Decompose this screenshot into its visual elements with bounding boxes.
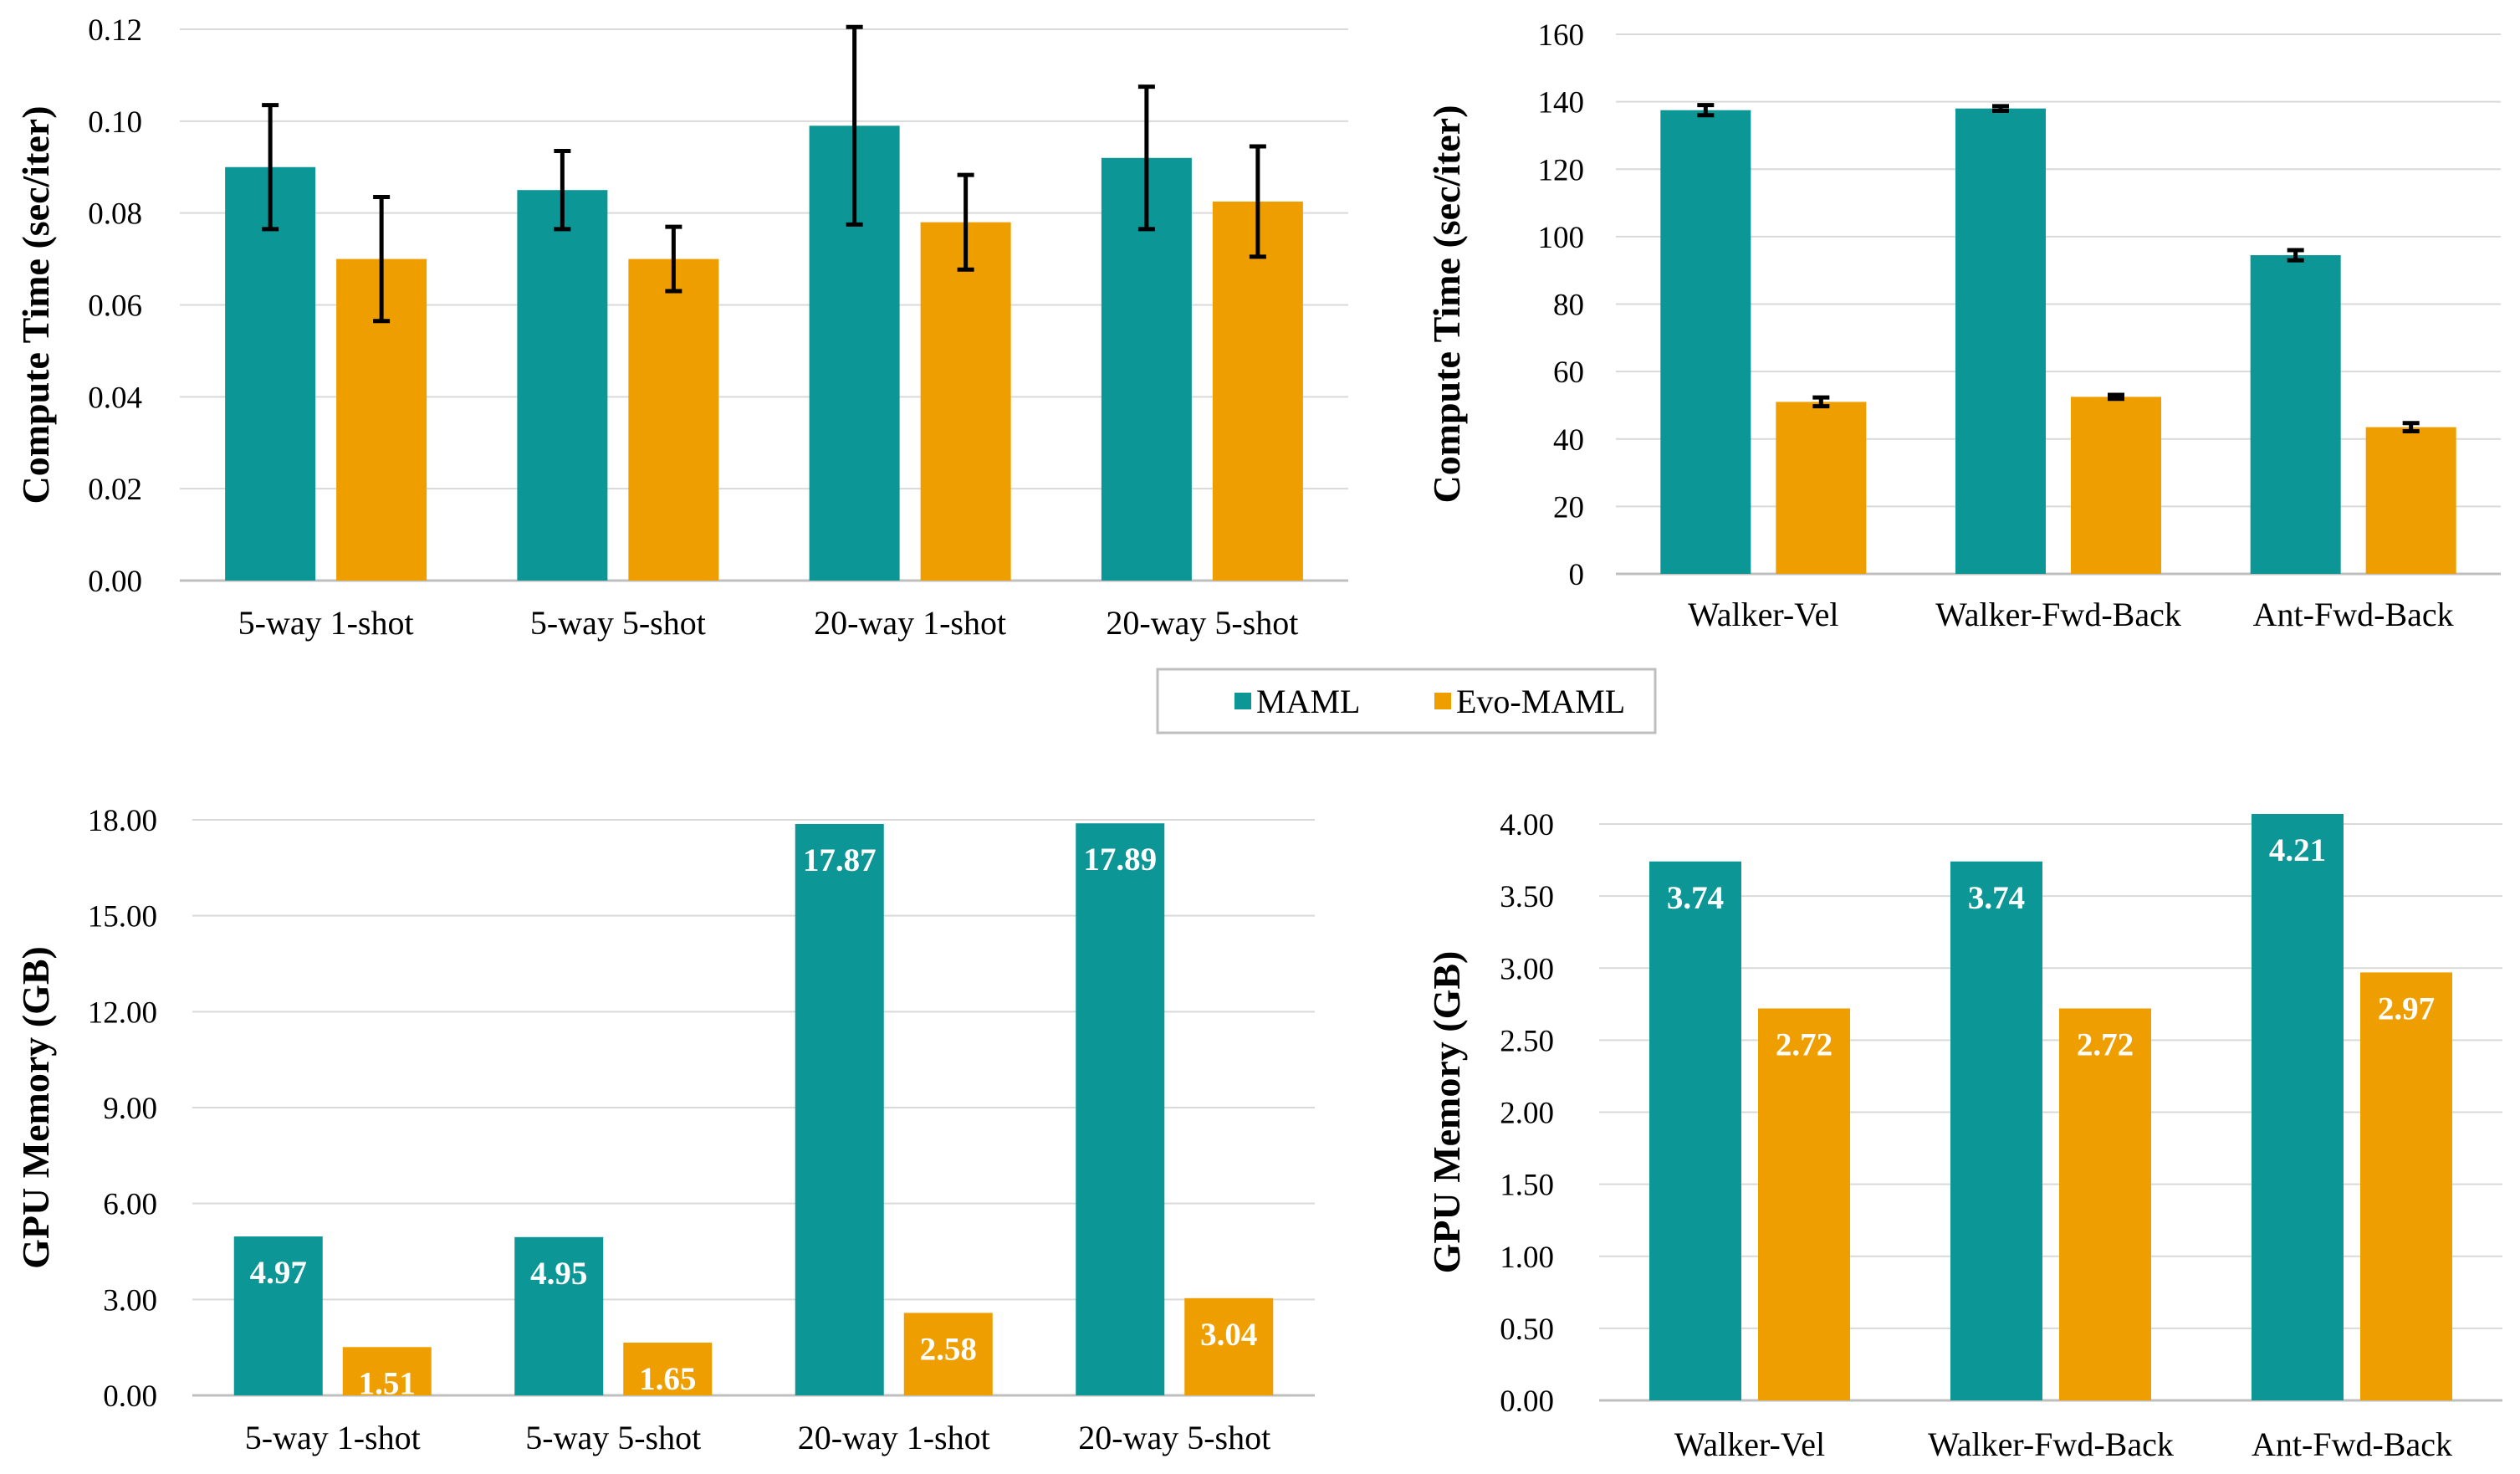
category-label: Walker-Vel: [1674, 1425, 1825, 1463]
y-tick-label: 120: [1538, 153, 1585, 187]
y-tick-label: 4.00: [1500, 808, 1554, 842]
category-label: Ant-Fwd-Back: [2253, 596, 2454, 633]
y-tick-label: 1.50: [1500, 1169, 1554, 1203]
y-tick-label: 0.00: [88, 565, 142, 599]
legend-swatch-maml: [1234, 693, 1251, 709]
bar-evo-maml: [2071, 397, 2161, 574]
data-label: 4.97: [250, 1255, 307, 1291]
chart-memory-rl: 0.00 0.50 1.00 1.50 2.00 2.50 3.00 3.50 4.00 GPU …: [1425, 808, 2502, 1463]
category-label: 5-way 1-shot: [245, 1419, 421, 1456]
y-axis-label: GPU Memory (GB): [1425, 951, 1468, 1274]
y-tick-label: 3.00: [1500, 952, 1554, 986]
data-label: 3.74: [1667, 880, 1724, 916]
bar-evo-maml: [623, 1342, 713, 1395]
bar-evo-maml: [903, 1313, 993, 1395]
category-label: 5-way 1-shot: [238, 604, 414, 642]
bar-maml: [1660, 110, 1751, 574]
category-label: Walker-Fwd-Back: [1928, 1425, 2174, 1463]
bar-maml: [1955, 108, 2046, 574]
y-tick-label: 100: [1538, 221, 1585, 255]
bar-evo-maml: [1184, 1297, 1274, 1395]
y-tick-label: 140: [1538, 86, 1585, 120]
data-label: 4.21: [2269, 832, 2326, 868]
y-tick-label: 20: [1553, 490, 1584, 525]
data-label: 3.04: [1200, 1317, 1257, 1353]
y-tick-label: 15.00: [88, 900, 157, 934]
chart-compute-classification: 0.00 0.02 0.04 0.06 0.08 0.10 0.12 Compute Time…: [14, 13, 1348, 642]
legend-swatch-evo-maml: [1434, 693, 1451, 709]
y-tick-label: 0.08: [88, 197, 142, 232]
y-tick-label: 160: [1538, 18, 1585, 53]
y-tick-label: 12.00: [88, 995, 157, 1030]
category-label: 20-way 5-shot: [1078, 1419, 1270, 1456]
category-label: 5-way 5-shot: [525, 1419, 701, 1456]
y-tick-label: 0.00: [103, 1379, 157, 1414]
bar-maml: [2250, 255, 2341, 574]
data-label: 2.72: [2077, 1026, 2134, 1062]
y-tick-label: 80: [1553, 289, 1584, 323]
y-axis-label: Compute Time (sec/iter): [1425, 105, 1468, 503]
y-tick-label: 1.00: [1500, 1241, 1554, 1275]
y-tick-label: 0: [1569, 558, 1585, 592]
y-tick-label: 9.00: [103, 1092, 157, 1126]
bar-maml: [233, 1236, 323, 1395]
bar-evo-maml: [2365, 427, 2456, 574]
bar-maml: [795, 823, 884, 1395]
data-label: 3.74: [1968, 880, 2025, 916]
bar-evo-maml: [2059, 1008, 2151, 1400]
data-label: 17.87: [803, 842, 877, 878]
y-tick-label: 18.00: [88, 804, 157, 838]
bar-evo-maml: [1758, 1008, 1850, 1400]
bar-maml: [1950, 861, 2042, 1400]
y-tick-label: 0.00: [1500, 1384, 1554, 1419]
y-tick-label: 60: [1553, 356, 1584, 390]
category-label: 5-way 5-shot: [530, 604, 706, 642]
chart-compute-rl: 0 20 40 60 80 100 120 140 160 Compute Time (sec/i…: [1425, 18, 2501, 633]
data-label: 1.65: [639, 1361, 696, 1397]
bar-evo-maml: [1776, 402, 1867, 574]
bar-evo-maml: [1212, 201, 1303, 581]
category-label: 20-way 1-shot: [814, 604, 1006, 642]
category-label: 20-way 5-shot: [1106, 604, 1298, 642]
data-label: 1.51: [359, 1365, 416, 1401]
bar-evo-maml: [920, 222, 1011, 581]
bar-maml: [1649, 861, 1741, 1400]
y-tick-label: 40: [1553, 423, 1584, 458]
bar-evo-maml: [2360, 972, 2452, 1400]
y-axis-label: GPU Memory (GB): [14, 946, 57, 1269]
bar-maml: [2252, 814, 2344, 1400]
bar-evo-maml: [342, 1347, 432, 1395]
category-label: Walker-Fwd-Back: [1935, 596, 2181, 633]
y-tick-label: 0.50: [1500, 1313, 1554, 1347]
data-label: 2.97: [2378, 990, 2435, 1026]
y-axis-label: Compute Time (sec/iter): [14, 105, 57, 504]
y-tick-label: 0.02: [88, 473, 142, 507]
data-label: 4.95: [530, 1256, 587, 1292]
y-tick-label: 3.50: [1500, 880, 1554, 914]
category-label: Walker-Vel: [1688, 596, 1838, 633]
data-label: 2.72: [1776, 1026, 1832, 1062]
bar-maml: [514, 1236, 604, 1395]
bar-evo-maml: [628, 258, 719, 581]
y-tick-label: 0.12: [88, 13, 142, 48]
chart-memory-classification: 0.00 3.00 6.00 9.00 12.00 15.00 18.00 GPU Memor…: [14, 804, 1315, 1456]
y-tick-label: 0.10: [88, 105, 142, 140]
y-tick-label: 3.00: [103, 1283, 157, 1318]
y-tick-label: 6.00: [103, 1188, 157, 1222]
category-label: 20-way 1-shot: [798, 1419, 990, 1456]
data-label: 17.89: [1083, 842, 1157, 878]
y-tick-label: 2.50: [1500, 1024, 1554, 1058]
y-tick-label: 2.00: [1500, 1097, 1554, 1131]
legend: MAML Evo-MAML: [1156, 668, 1657, 734]
legend-label-evo-maml: Evo-MAML: [1456, 683, 1625, 720]
bar-maml: [1076, 823, 1165, 1395]
bar-maml: [225, 166, 316, 581]
y-tick-label: 0.04: [88, 381, 142, 415]
data-label: 2.58: [920, 1331, 977, 1367]
category-label: Ant-Fwd-Back: [2252, 1425, 2452, 1463]
bar-maml: [517, 190, 608, 581]
legend-label-maml: MAML: [1256, 683, 1360, 720]
y-tick-label: 0.06: [88, 289, 142, 324]
